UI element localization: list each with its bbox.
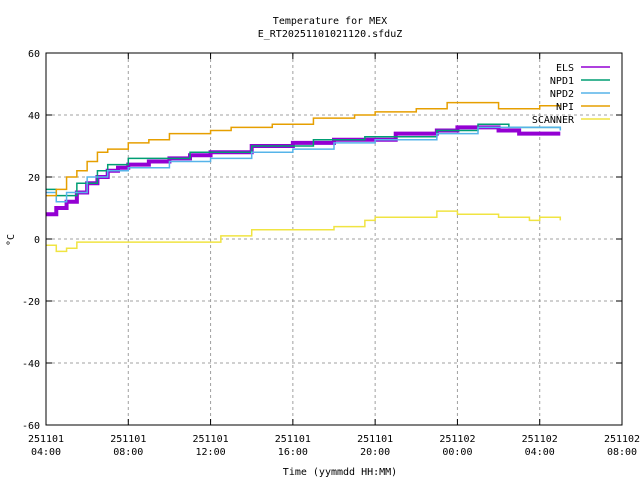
series-line-npi bbox=[46, 101, 561, 197]
legend-label: NPI bbox=[556, 102, 574, 113]
series-line-npd2 bbox=[46, 126, 562, 203]
x-tick-label-time: 00:00 bbox=[442, 447, 472, 458]
chart-title: Temperature for MEX bbox=[273, 16, 387, 27]
y-tick-label: 60 bbox=[28, 49, 40, 60]
legend-label: SCANNER bbox=[532, 115, 575, 126]
x-tick-label-time: 12:00 bbox=[196, 447, 226, 458]
y-tick-label: 20 bbox=[28, 173, 40, 184]
legend-label: ELS bbox=[556, 63, 574, 74]
x-tick-label-time: 20:00 bbox=[360, 447, 390, 458]
series-line-npd1 bbox=[46, 123, 562, 197]
x-tick-label-time: 04:00 bbox=[31, 447, 61, 458]
x-tick-label-date: 251101 bbox=[275, 434, 311, 445]
x-tick-label-date: 251102 bbox=[604, 434, 640, 445]
legend-label: NPD2 bbox=[550, 89, 574, 100]
x-tick-label-time: 08:00 bbox=[607, 447, 637, 458]
y-tick-label: -40 bbox=[22, 359, 40, 370]
legend-label: NPD1 bbox=[550, 76, 574, 87]
x-tick-label-date: 251101 bbox=[193, 434, 229, 445]
x-axis-label: Time (yymmdd HH:MM) bbox=[283, 467, 397, 478]
x-tick-label-date: 251102 bbox=[439, 434, 475, 445]
x-tick-label-time: 16:00 bbox=[278, 447, 308, 458]
x-tick-label-time: 08:00 bbox=[113, 447, 143, 458]
chart-subtitle: E_RT20251101021120.sfduZ bbox=[258, 29, 403, 40]
x-tick-label-date: 251101 bbox=[28, 434, 64, 445]
y-tick-label: 0 bbox=[34, 235, 40, 246]
series-line-scanner bbox=[46, 210, 562, 253]
y-axis-label: °C bbox=[6, 234, 17, 246]
y-tick-label: -20 bbox=[22, 297, 40, 308]
x-tick-label-date: 251101 bbox=[110, 434, 146, 445]
x-tick-label-date: 251101 bbox=[357, 434, 393, 445]
y-tick-label: 40 bbox=[28, 111, 40, 122]
x-tick-label-time: 04:00 bbox=[525, 447, 555, 458]
x-tick-label-date: 251102 bbox=[522, 434, 558, 445]
y-tick-label: -60 bbox=[22, 421, 40, 432]
